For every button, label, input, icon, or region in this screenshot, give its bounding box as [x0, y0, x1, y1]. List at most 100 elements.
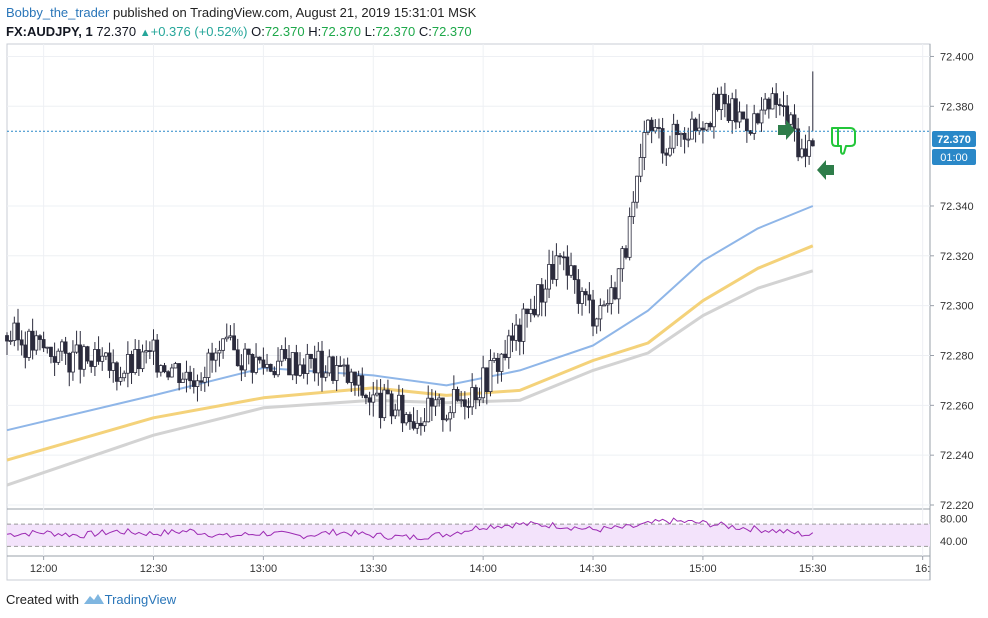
- candle-body: [426, 397, 431, 423]
- candle-body: [704, 122, 709, 131]
- rsi-pane: 80.00 40.00: [6, 514, 968, 548]
- candle-body: [572, 265, 577, 281]
- candle-body: [521, 308, 526, 342]
- candle-body: [305, 353, 310, 374]
- candle-body: [100, 355, 105, 362]
- candle-body: [173, 363, 178, 369]
- candle-body: [587, 294, 592, 301]
- thumbs-down-icon[interactable]: [831, 127, 856, 155]
- author-link[interactable]: Bobby_the_trader: [6, 5, 110, 20]
- candle-body: [386, 389, 390, 395]
- candle-body: [547, 263, 551, 290]
- candle-body: [364, 394, 368, 399]
- candle-body: [356, 375, 361, 386]
- candle-body: [169, 367, 174, 378]
- arrow-left-icon[interactable]: [817, 160, 834, 180]
- candle-body: [158, 365, 163, 373]
- candle-body: [792, 114, 797, 130]
- low-label: L:: [364, 24, 376, 39]
- candle-body: [27, 330, 31, 358]
- last-price-badge: [932, 131, 976, 147]
- price-axis: 72.400 72.380 72.340 72.320 72.300 72.280 72.2…: [930, 51, 974, 512]
- footer: Created with TradingView: [6, 592, 176, 607]
- candle-body: [752, 113, 757, 134]
- candle-body: [473, 387, 478, 401]
- candle-body: [224, 336, 229, 340]
- candle-body: [733, 98, 738, 123]
- candle-body: [686, 138, 691, 141]
- candle-body: [30, 330, 35, 351]
- candle-body: [371, 394, 376, 403]
- candle-body: [495, 357, 500, 372]
- candle-body: [107, 352, 112, 371]
- tradingview-link[interactable]: TradingView: [104, 592, 177, 607]
- candle-body: [536, 284, 540, 316]
- candle-body: [616, 268, 621, 300]
- candle-body: [561, 256, 566, 259]
- candle-body: [56, 350, 61, 363]
- candle-body: [624, 248, 628, 258]
- open-label: O:: [251, 24, 265, 39]
- candle-body: [367, 397, 372, 403]
- candle-body: [583, 291, 588, 296]
- candle-body: [78, 344, 83, 370]
- candle-body: [722, 93, 727, 105]
- candle-body: [679, 132, 683, 136]
- candle-body: [287, 358, 291, 376]
- candle-body: [331, 356, 335, 381]
- candle-body: [712, 93, 716, 128]
- x-tick-label: 14:00: [469, 563, 497, 575]
- candle-body: [774, 93, 779, 105]
- candle-body: [16, 322, 20, 341]
- candle-body: [433, 399, 438, 407]
- candle-body: [144, 350, 149, 353]
- candle-body: [239, 365, 244, 371]
- y-tick-label: 72.400: [940, 51, 974, 63]
- candle-body: [777, 104, 782, 107]
- candle-body: [235, 349, 240, 367]
- candle-body: [690, 118, 694, 140]
- candle-body: [257, 356, 262, 361]
- candle-body: [250, 354, 255, 373]
- candle-body: [759, 109, 764, 124]
- candle-body: [455, 389, 460, 401]
- candle-body: [206, 352, 211, 378]
- candle-body: [444, 418, 449, 421]
- candle-body: [609, 287, 614, 304]
- candle-body: [378, 392, 383, 419]
- open-value: 72.370: [264, 24, 305, 39]
- candle-body: [569, 265, 573, 276]
- candle-body: [221, 338, 225, 351]
- symbol-label[interactable]: FX:AUDJPY, 1: [6, 24, 93, 39]
- candle-body: [19, 339, 24, 346]
- y-tick-label: 72.240: [940, 450, 974, 462]
- candle-body: [338, 365, 343, 367]
- candle-body: [276, 360, 280, 376]
- candle-body: [741, 111, 746, 120]
- candle-body: [492, 357, 497, 361]
- low-value: 72.370: [375, 24, 416, 39]
- candle-body: [213, 352, 218, 361]
- candle-body: [796, 128, 801, 158]
- candle-body: [558, 255, 562, 258]
- candle-body: [49, 346, 53, 357]
- candle-body: [411, 421, 416, 429]
- arrow-right-icon[interactable]: [778, 120, 795, 140]
- candle-body: [602, 304, 606, 307]
- x-tick-label: 15:00: [689, 563, 717, 575]
- candle-body: [41, 339, 46, 349]
- close-value: 72.370: [431, 24, 472, 39]
- price-chart[interactable]: 80.00 40.00 72.400 72.380 72.340 72.320 72.30…: [0, 0, 988, 590]
- candle-body: [254, 356, 258, 373]
- ema-line-3: [6, 269, 814, 487]
- last-price: 72.370: [96, 24, 137, 39]
- candle-body: [180, 378, 185, 383]
- candle-body: [807, 140, 812, 157]
- candle-body: [147, 350, 152, 352]
- y-tick-label: 72.340: [940, 201, 974, 213]
- candle-body: [506, 335, 511, 358]
- candle-body: [532, 308, 537, 316]
- chart-header: Bobby_the_trader published on TradingVie…: [6, 4, 966, 41]
- candle-body: [781, 105, 786, 108]
- x-tick-label: 12:00: [30, 563, 58, 575]
